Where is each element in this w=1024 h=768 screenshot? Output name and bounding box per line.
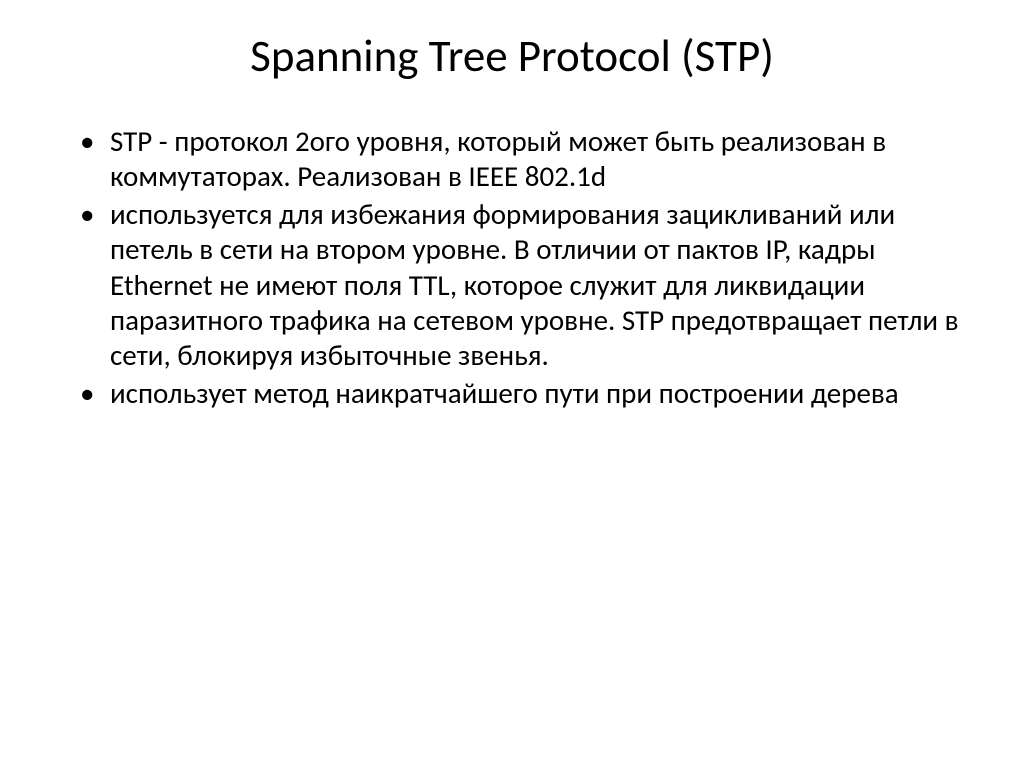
slide-container: Spanning Tree Protocol (STP) STP - прото… — [0, 0, 1024, 768]
bullet-list: STP - протокол 2ого уровня, который може… — [80, 124, 974, 411]
list-item: используется для избежания формирования … — [80, 197, 974, 374]
list-item: использует метод наикратчайшего пути при… — [80, 376, 974, 411]
slide-title: Spanning Tree Protocol (STP) — [50, 30, 974, 84]
list-item: STP - протокол 2ого уровня, который може… — [80, 124, 974, 195]
